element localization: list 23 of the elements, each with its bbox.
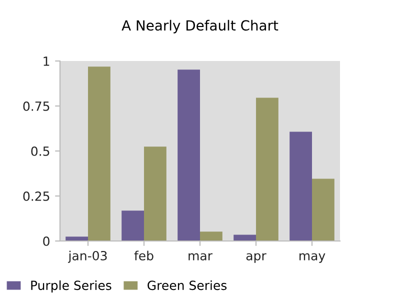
x-tick-label: mar — [188, 253, 212, 260]
bar — [178, 70, 200, 241]
x-tick-label: may — [300, 253, 326, 263]
bar — [144, 146, 166, 241]
x-tick-label: feb — [134, 250, 154, 260]
bar — [290, 132, 312, 241]
bar — [66, 236, 88, 241]
y-tick-label: 0.25 — [23, 191, 50, 201]
x-tick-label: apr — [246, 253, 266, 263]
y-tick-label: 0.75 — [23, 101, 50, 111]
chart-title: A Nearly Default Chart — [122, 20, 278, 34]
bar — [256, 98, 278, 241]
bar — [234, 234, 256, 241]
bar — [312, 178, 334, 241]
x-tick-label: jan-03 — [68, 250, 107, 263]
bar — [88, 66, 110, 241]
legend-label: Green Series — [148, 280, 227, 290]
y-tick-label: 0.5 — [31, 146, 50, 156]
bar — [200, 232, 222, 241]
y-tick-label: 1 — [44, 56, 50, 66]
bar — [122, 210, 144, 241]
legend-label: Purple Series — [31, 280, 112, 292]
y-tick-label: 0 — [43, 236, 50, 246]
